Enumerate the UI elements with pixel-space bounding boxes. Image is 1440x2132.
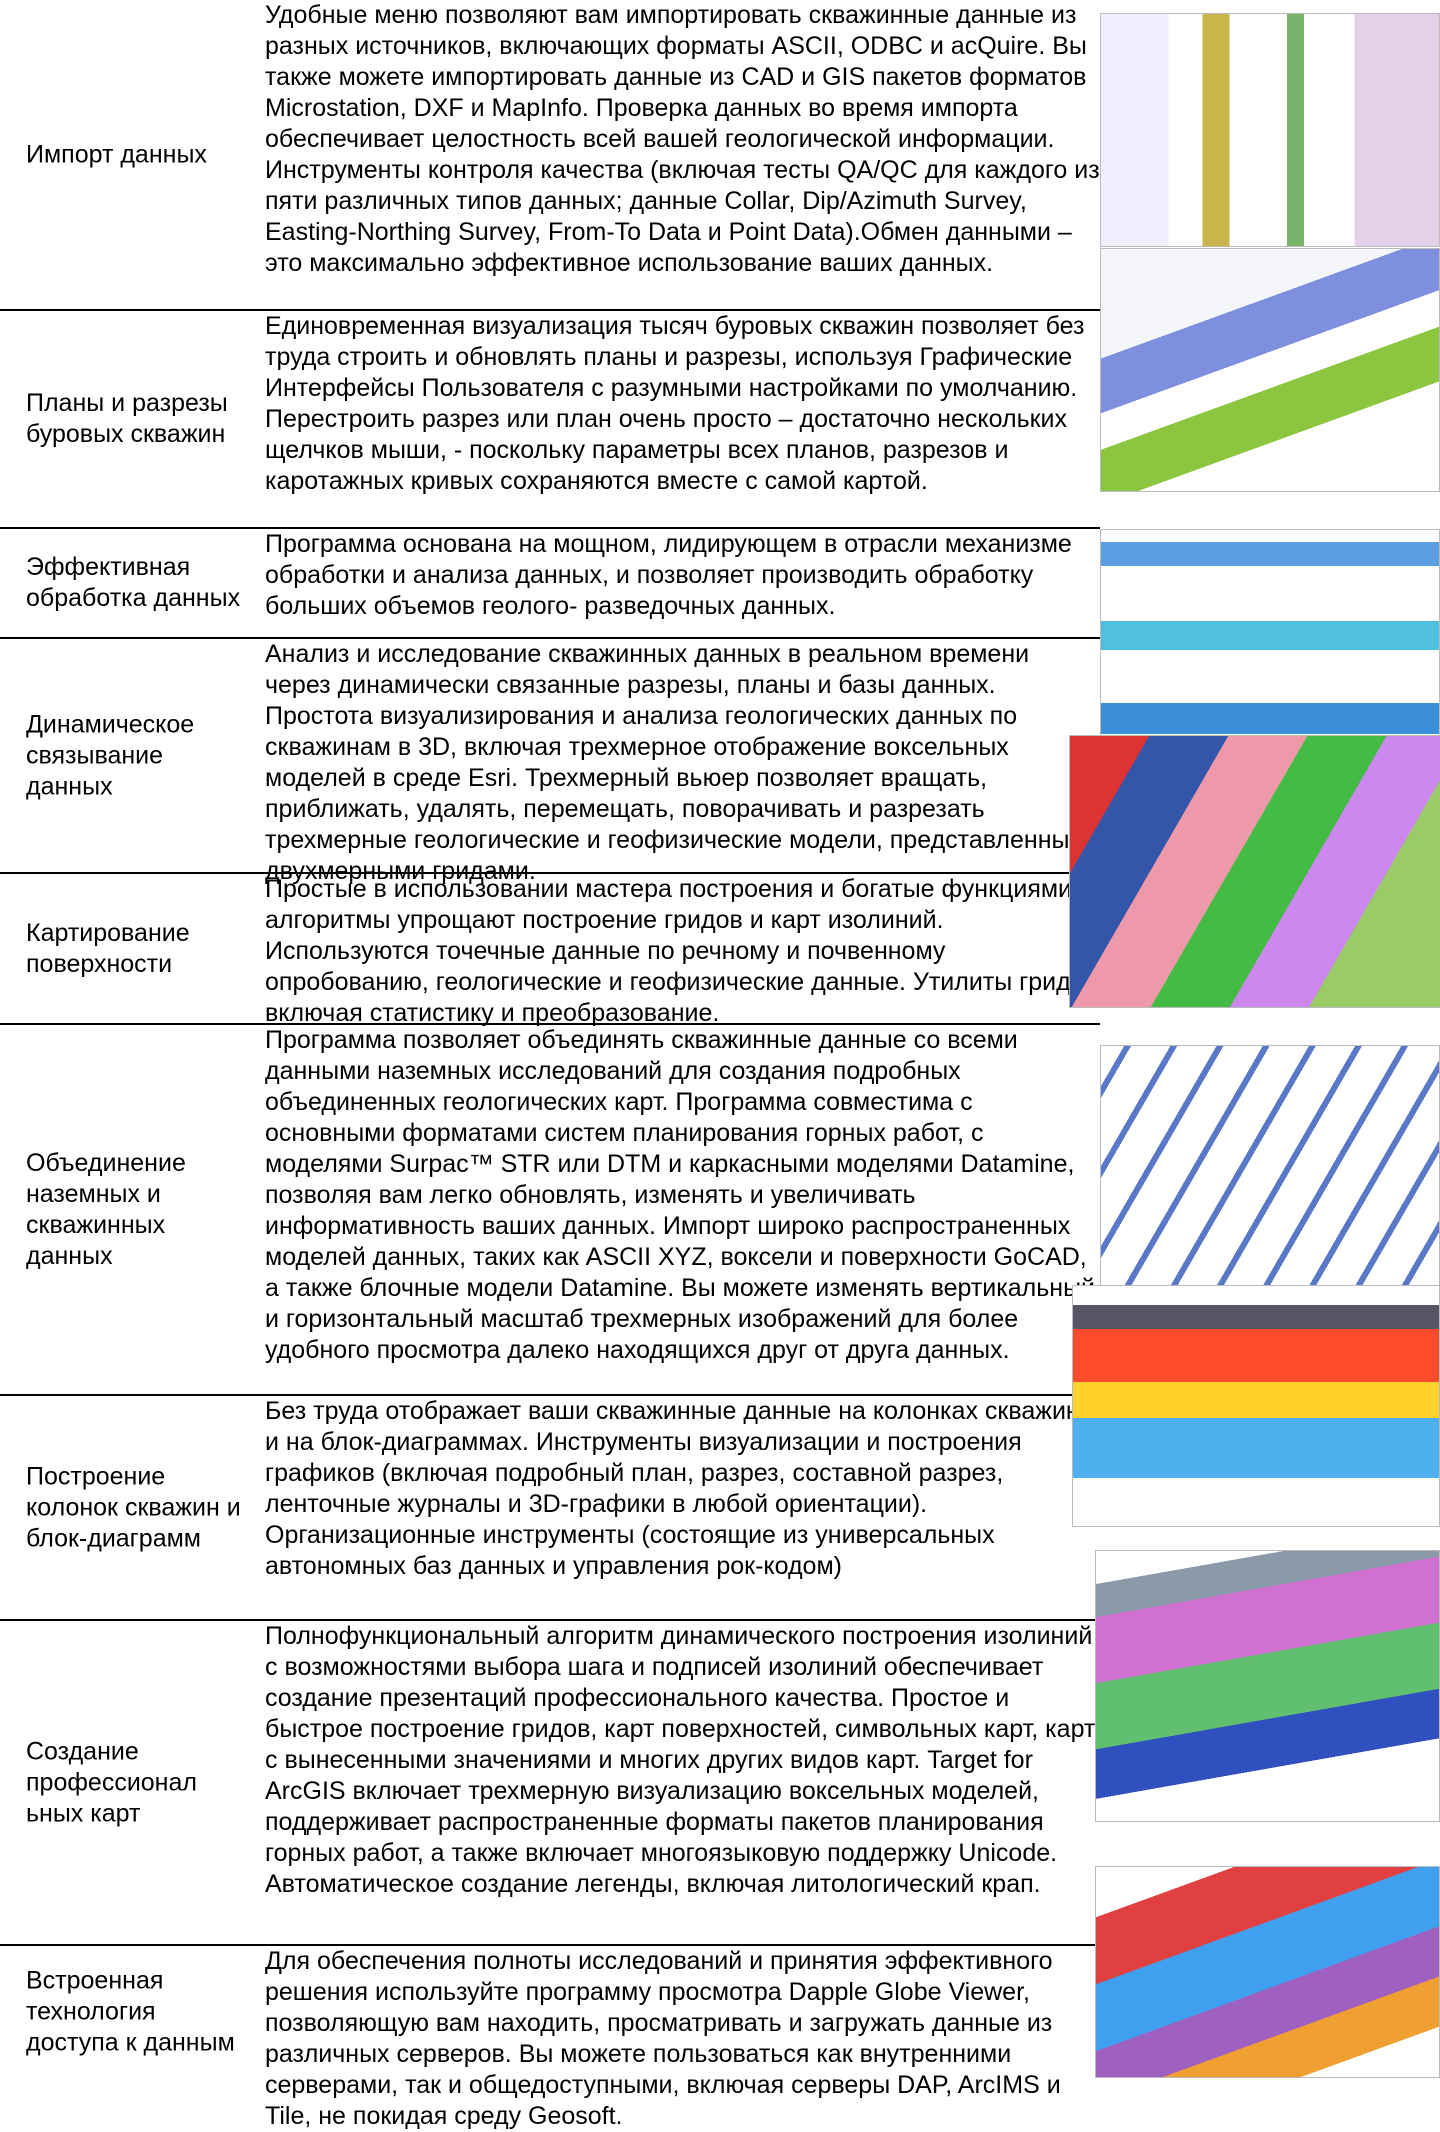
feature-description: Анализ и исследование скважинных данных … [265,640,1084,885]
feature-label: Импорт данных [26,140,207,168]
feature-description: Полнофункциональный алгоритм динамическо… [265,1622,1096,1898]
feature-label: Создание профессионал ьных карт [26,1737,197,1827]
screenshot-image [1072,1285,1440,1527]
feature-description: Программа позволяет объединять скважинны… [265,1026,1096,1364]
feature-description: Без труда отображает ваши скважинные дан… [265,1397,1080,1580]
feature-description: Единовременная визуализация тысяч буровы… [265,312,1085,495]
screenshot-image [1100,13,1440,247]
feature-label: Объединение наземных и скважинных данных [26,1148,186,1270]
table-row: Встроенная технология доступа к данным Дл… [0,1946,1100,2130]
table-row: Динамическое связывание данных Анализ и и… [0,639,1100,885]
feature-description: Удобные меню позволяют вам импортировать… [265,1,1100,277]
screenshot-image [1100,248,1440,492]
table-row: Объединение наземных и скважинных данных… [0,1025,1100,1396]
screenshot-image [1095,1866,1440,2078]
screenshot-image [1095,1550,1440,1822]
feature-description: Программа основана на мощном, лидирующем… [265,530,1072,620]
feature-label: Планы и разрезы буровых скважин [26,389,228,448]
feature-label: Динамическое связывание данных [26,710,195,800]
feature-label: Построение колонок скважин и блок-диагра… [26,1462,241,1552]
table-row: Планы и разрезы буровых скважин Единоврем… [0,311,1100,529]
feature-label: Эффективная обработка данных [26,553,241,612]
feature-description: Простые в использовании мастера построен… [265,875,1098,1027]
screenshot-image [1100,1045,1440,1287]
feature-label: Картирование поверхности [26,918,190,978]
table-row: Импорт данных Удобные меню позволяют вам … [0,0,1100,311]
feature-label: Встроенная технология доступа к данным [26,1966,235,2057]
table-row: Эффективная обработка данных Программа ос… [0,529,1100,639]
screenshot-image [1069,735,1440,1008]
screenshot-image [1100,529,1440,771]
table-row: Построение колонок скважин и блок-диагра… [0,1396,1100,1621]
table-row: Создание профессионал ьных карт Полнофунк… [0,1621,1100,1946]
table-row: Картирование поверхности Простые в исполь… [0,874,1100,1027]
feature-description: Для обеспечения полноты исследований и п… [265,1947,1061,2130]
